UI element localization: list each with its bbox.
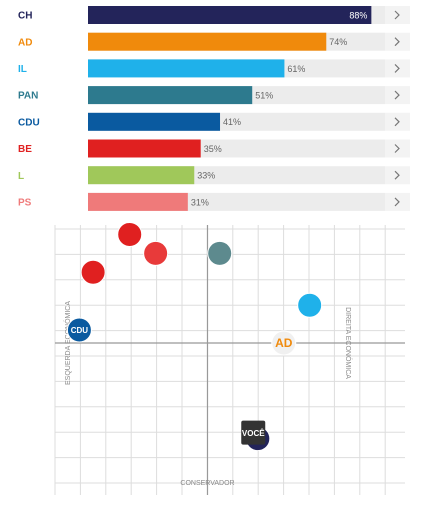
party-point xyxy=(117,221,143,247)
party-point xyxy=(66,317,92,343)
value-label: 41% xyxy=(223,117,241,127)
value-label: 88% xyxy=(349,10,367,20)
compass-grid xyxy=(54,225,405,495)
axis-label: DIREITA ECONÓMICA xyxy=(344,307,353,379)
party-point xyxy=(207,240,233,266)
arrow xyxy=(394,63,400,73)
party-label: CH xyxy=(18,11,32,22)
party-point xyxy=(143,240,169,266)
arrow-box[interactable] xyxy=(385,192,410,211)
arrow xyxy=(394,10,400,20)
point-label: AD xyxy=(275,336,293,350)
value-label: 31% xyxy=(191,197,209,207)
arrow-box[interactable] xyxy=(385,6,410,24)
party-point xyxy=(241,420,266,445)
point-label: VOCÊ xyxy=(242,429,265,438)
arrow-box[interactable] xyxy=(385,59,410,78)
bar xyxy=(88,86,253,105)
arrow xyxy=(394,144,400,153)
party-label: PS xyxy=(18,198,32,209)
party-label: BE xyxy=(18,144,32,155)
party-point xyxy=(271,330,297,356)
axis-label: ESQUERDA ECONÓMICA xyxy=(63,301,72,385)
value-label: 33% xyxy=(197,171,215,181)
axis-label: CONSERVADOR xyxy=(180,480,234,487)
bar xyxy=(88,139,201,158)
party-label: CDU xyxy=(18,117,40,128)
value-label: 51% xyxy=(255,90,273,100)
arrow xyxy=(394,170,400,180)
value-label: 35% xyxy=(204,144,222,154)
bar xyxy=(88,32,327,51)
bar xyxy=(88,59,285,78)
arrow xyxy=(394,197,400,207)
arrow-box[interactable] xyxy=(385,32,410,51)
bar xyxy=(88,166,195,185)
party-label: PAN xyxy=(18,91,38,102)
point-label: CDU xyxy=(71,326,89,335)
party-point xyxy=(297,292,323,318)
value-label: 74% xyxy=(329,37,347,47)
arrow-box[interactable] xyxy=(385,139,410,158)
arrow xyxy=(394,90,400,100)
arrow xyxy=(394,117,400,127)
bar xyxy=(88,6,372,24)
party-point xyxy=(80,259,106,285)
party-label: AD xyxy=(18,37,32,48)
party-label: IL xyxy=(18,64,27,75)
party-label: L xyxy=(18,171,24,182)
arrow-box[interactable] xyxy=(385,86,410,105)
arrow-box[interactable] xyxy=(385,166,410,185)
bar xyxy=(88,192,188,211)
arrow-box[interactable] xyxy=(385,112,410,131)
bar xyxy=(88,112,221,131)
arrow xyxy=(394,37,400,47)
value-label: 61% xyxy=(287,64,305,74)
